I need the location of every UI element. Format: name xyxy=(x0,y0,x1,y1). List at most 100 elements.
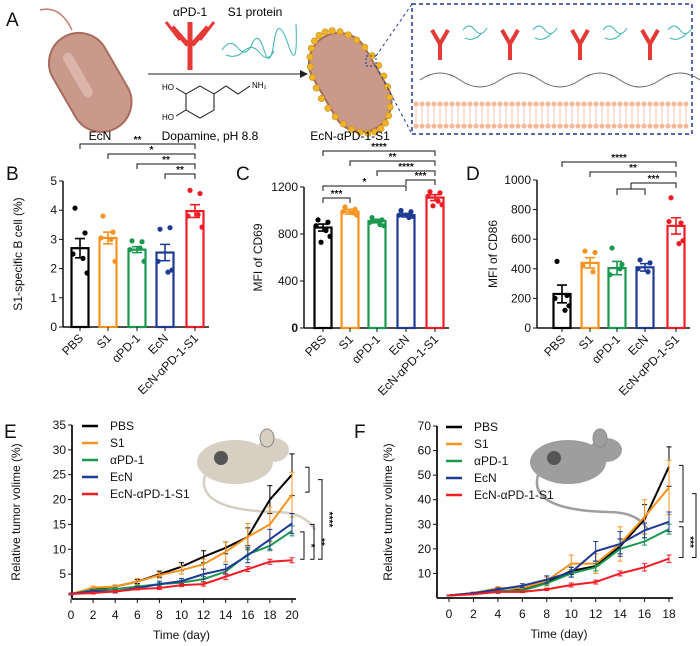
coating-particle xyxy=(344,31,352,39)
coated-bacterium-icon xyxy=(306,27,394,137)
x-tick-label: S1 xyxy=(336,332,357,353)
data-point xyxy=(84,270,90,276)
series-line xyxy=(448,557,670,597)
series-line xyxy=(448,528,670,597)
y-tick-label: 2 xyxy=(50,262,57,276)
coating-particle xyxy=(306,63,314,71)
data-point xyxy=(195,211,201,218)
data-point xyxy=(398,207,404,214)
x-tick-label: S1 xyxy=(576,332,597,353)
lipid-head xyxy=(611,101,617,107)
significance-bracket xyxy=(300,531,305,560)
zoom-inset xyxy=(365,3,700,135)
significance-bracket xyxy=(589,171,677,177)
significance-label: **** xyxy=(611,153,627,164)
lipid-head xyxy=(575,101,581,107)
data-point xyxy=(645,269,651,275)
s1-protein-icon xyxy=(221,23,297,59)
lipid-head xyxy=(443,101,449,107)
data-point xyxy=(354,212,360,218)
x-tick-label: 20 xyxy=(285,608,299,622)
data-point xyxy=(406,214,412,221)
lipid-head xyxy=(515,123,521,129)
significance-label: **** xyxy=(323,512,334,528)
data-point xyxy=(127,247,133,253)
lipid-head xyxy=(455,123,461,129)
lipid-head xyxy=(599,123,605,129)
y-tick-label: 1 xyxy=(50,291,57,305)
x-tick-label: 2 xyxy=(470,607,477,621)
y-tick-label: 40 xyxy=(418,493,432,507)
mouse-ear xyxy=(592,428,608,448)
lipid-head xyxy=(527,123,533,129)
data-point xyxy=(141,258,147,264)
lipid-head xyxy=(503,101,509,107)
lipid-head xyxy=(461,101,467,107)
coating-particle xyxy=(317,95,325,103)
coating-particle xyxy=(353,36,361,44)
x-tick-label: 0 xyxy=(68,608,75,622)
significance-bracket xyxy=(136,163,196,169)
error-bar xyxy=(666,511,672,533)
data-point xyxy=(187,187,193,193)
x-tick-label: 14 xyxy=(613,607,627,621)
panel-label: B xyxy=(6,164,19,185)
significance-bracket xyxy=(305,466,310,493)
coating-particle xyxy=(380,72,388,80)
lipid-head xyxy=(455,101,461,107)
lipid-head xyxy=(593,101,599,107)
coating-particle xyxy=(361,43,369,51)
lipid-head xyxy=(629,123,635,129)
data-point xyxy=(323,227,329,234)
coating-particle xyxy=(381,119,389,127)
data-point xyxy=(342,204,348,210)
data-point xyxy=(680,238,686,244)
coating-particle xyxy=(324,104,332,112)
error-bar xyxy=(612,260,622,276)
x-tick-label: PBS xyxy=(302,332,329,359)
data-point xyxy=(313,223,319,229)
significance-label: ** xyxy=(176,165,184,176)
data-point xyxy=(435,198,441,204)
coating-particle xyxy=(371,128,379,136)
mouse-tail xyxy=(202,474,317,531)
legend-label: S1 xyxy=(110,436,125,450)
lipid-head xyxy=(623,123,629,129)
y-tick-label: 25 xyxy=(53,468,67,482)
lipid-head xyxy=(623,101,629,107)
lipid-head xyxy=(467,123,473,129)
data-point xyxy=(430,203,436,209)
significance-label: **** xyxy=(371,142,387,153)
mouse-icon xyxy=(197,428,317,531)
x-axis-label: Time (day) xyxy=(531,627,588,641)
data-point xyxy=(617,266,623,272)
data-point xyxy=(564,292,570,299)
legend-label: EcN xyxy=(474,471,497,485)
bar-1 xyxy=(98,236,118,329)
legend-label: PBS xyxy=(474,420,498,434)
lipid-head xyxy=(653,101,659,107)
significance-label: *** xyxy=(684,536,695,548)
reaction-arrow-icon xyxy=(148,70,308,78)
data-point xyxy=(98,235,104,241)
panel-label: D xyxy=(466,164,480,185)
coating-particle xyxy=(348,125,356,133)
bar-1 xyxy=(340,210,360,330)
lipid-head xyxy=(443,123,449,129)
lipid-head xyxy=(593,123,599,129)
lipid-head xyxy=(599,101,605,107)
s1-protein-icon xyxy=(602,25,628,40)
y-tick-label: 20 xyxy=(53,493,67,507)
lipid-head xyxy=(413,101,419,107)
x-tick-label: 10 xyxy=(565,607,579,621)
significance-bracket xyxy=(349,160,436,166)
chart-panel-e: E 5 10 15 20 25 30 35 0 2 4 6 8 10 12 14 16 18 20 Time (day… xyxy=(4,418,334,642)
polydopamine-chain xyxy=(419,72,700,88)
significance-bracket xyxy=(679,464,684,523)
y-tick-label: 60 xyxy=(418,444,432,458)
condition-label: Dopamine, pH 8.8 xyxy=(162,129,259,143)
lipid-head xyxy=(539,123,545,129)
data-point xyxy=(367,219,373,225)
